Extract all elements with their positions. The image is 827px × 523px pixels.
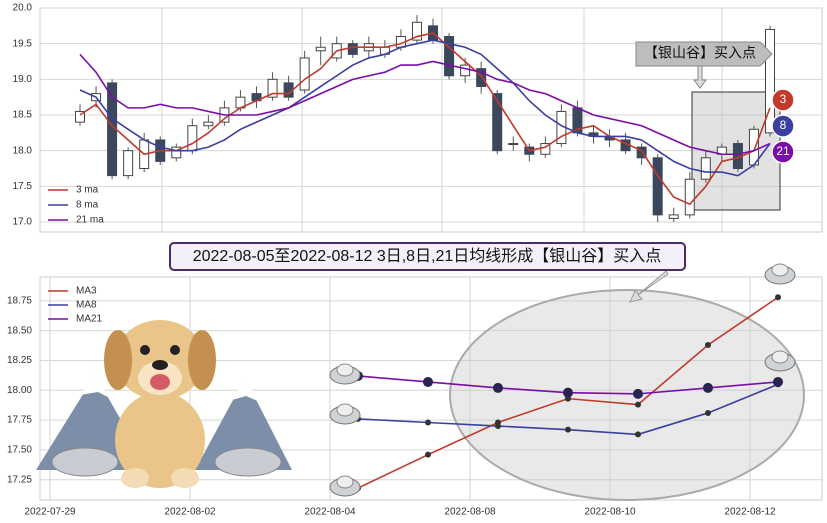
ingot-top: [336, 363, 354, 377]
y-tick-label: 20.0: [13, 3, 33, 14]
highlight-ellipse: [449, 289, 805, 501]
candle-body: [652, 157, 663, 216]
legend-label: 3 ma: [76, 185, 99, 196]
x-tick-label: 2022-08-04: [304, 507, 356, 518]
y-tick-label: 18.25: [7, 355, 32, 366]
ma-line: [79, 39, 771, 177]
title-box: [169, 242, 686, 271]
y-tick-label: 18.50: [7, 325, 32, 336]
candle-body: [347, 43, 358, 55]
badge-label: 8: [780, 118, 787, 132]
badge: [771, 88, 795, 112]
highlight-arrow: [629, 270, 669, 303]
candle-body: [411, 21, 422, 41]
point: [633, 388, 643, 399]
y-tick-label: 18.00: [7, 385, 32, 396]
x-tick-label: 2022-08-12: [724, 507, 776, 518]
candle-body: [75, 110, 85, 123]
candle-body: [668, 214, 679, 219]
candle-body: [299, 57, 310, 91]
candle-body: [636, 146, 647, 159]
candle-body: [171, 146, 182, 159]
candle-body: [267, 78, 278, 98]
badge-label: 3: [780, 92, 787, 106]
top-chart: 17.0 17.5 18.0 18.5 19.0 19.5 20.0 3 ma 8 ma 21 m…: [13, 3, 822, 228]
legend-label: MA8: [76, 300, 97, 311]
point: [565, 426, 571, 433]
annotation-arrow: [693, 65, 707, 89]
point: [635, 401, 641, 408]
point: [705, 409, 711, 416]
candle-body: [765, 28, 775, 134]
point: [563, 387, 573, 398]
y-tick-label: 19.0: [13, 74, 33, 85]
point: [495, 423, 501, 430]
candle-body: [187, 125, 198, 152]
ingot-top: [771, 350, 789, 364]
ingot-top: [771, 263, 789, 277]
candle-body: [700, 157, 711, 180]
annotation-text: 【银山谷】买入点: [644, 45, 756, 61]
candle-body: [460, 64, 471, 77]
badge-label: 21: [776, 144, 790, 158]
point: [775, 294, 781, 301]
point: [423, 376, 433, 387]
candle-body: [492, 93, 503, 152]
point: [425, 419, 431, 426]
illustration: [36, 320, 292, 488]
point: [705, 341, 711, 348]
ingot-top: [336, 403, 354, 417]
candle-body: [123, 150, 134, 177]
candle-body: [203, 121, 214, 127]
badge: [771, 114, 795, 138]
y-tick-label: 17.50: [7, 445, 32, 456]
y-tick-label: 18.75: [7, 295, 32, 306]
y-tick-label: 17.5: [13, 181, 33, 192]
y-tick-label: 17.0: [13, 217, 33, 228]
x-tick-label: 2022-07-29: [24, 507, 76, 518]
ma-line: [79, 32, 771, 206]
legend-label: MA21: [76, 314, 103, 325]
candle-body: [508, 143, 519, 146]
badge: [771, 140, 795, 164]
legend-label: MA3: [76, 286, 97, 297]
y-tick-label: 17.75: [7, 415, 32, 426]
y-tick-label: 18.0: [13, 145, 33, 156]
candle-body: [684, 178, 695, 216]
candle-body: [476, 68, 487, 87]
y-tick-label: 19.5: [13, 38, 33, 49]
x-tick-label: 2022-08-08: [444, 507, 496, 518]
candle-body: [444, 36, 455, 77]
y-tick-label: 18.5: [13, 110, 33, 121]
ingot-top: [336, 475, 354, 489]
chart-title: 2022-08-05至2022-08-12 3日,8日,21日均线形成【银山谷】…: [193, 247, 662, 265]
point: [703, 382, 713, 393]
point: [425, 451, 431, 458]
point: [493, 382, 503, 393]
legend-label: 8 ma: [76, 200, 99, 211]
x-tick-label: 2022-08-02: [164, 507, 216, 518]
candle-body: [315, 46, 326, 52]
point: [773, 376, 783, 387]
y-tick-label: 17.25: [7, 474, 32, 485]
legend-label: 21 ma: [76, 215, 104, 226]
annotation-box: [635, 41, 773, 67]
point: [635, 431, 641, 438]
ma-line: [79, 53, 771, 156]
x-tick-label: 2022-08-10: [584, 507, 636, 518]
